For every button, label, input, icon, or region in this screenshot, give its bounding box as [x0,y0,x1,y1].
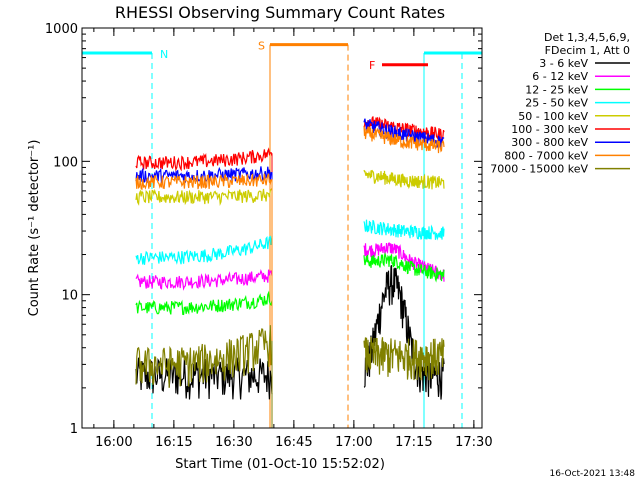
series-line-25-50-kev-seg-2 [363,219,445,241]
legend-label-50-100-kev: 50 - 100 keV [518,110,588,123]
f-label: F [369,59,375,72]
legend-header-line-1: Det 1,3,4,5,6,9, [544,31,630,44]
legend-label-3-6-kev: 3 - 6 keV [539,57,588,70]
x-tick-label-17-15: 17:15 [395,435,432,450]
series-line-7000-15000-kev-seg-1 [135,325,273,388]
chart-title: RHESSI Observing Summary Count Rates [115,3,445,22]
series-line-800-7000-kev-seg-2 [363,126,445,154]
legend-label-25-50-kev: 25 - 50 keV [525,97,588,110]
series-line-800-7000-kev-seg-1 [135,172,273,191]
s-label: S [258,40,265,53]
legend-header-line-2: FDecim 1, Att 0 [545,44,630,57]
n-label: N [160,48,168,61]
series-line-6-12-kev-seg-1 [135,269,273,291]
legend-label-6-12-kev: 6 - 12 keV [532,70,588,83]
legend-label-7000-15000-kev: 7000 - 15000 keV [490,163,588,176]
series-line-50-100-kev-seg-2 [363,169,445,190]
series-line-6-12-kev-seg-2 [363,242,445,282]
series-line-100-300-kev-seg-1 [135,147,273,172]
legend-label-800-7000-kev: 800 - 7000 keV [504,149,588,162]
x-axis-label: Start Time (01-Oct-10 15:52:02) [175,457,385,472]
x-tick-label-17-30: 17:30 [455,435,492,450]
x-tick-label-16-00: 16:00 [95,435,132,450]
series-line-12-25-kev-seg-2 [363,251,445,283]
plot-frame [81,27,483,429]
x-tick-label-17-00: 17:00 [335,435,372,450]
y-axis-label: Count Rate (s⁻¹ detector⁻¹) [27,140,42,317]
x-tick-label-16-45: 16:45 [275,435,312,450]
y-tick-label-1000: 1000 [45,22,78,37]
y-tick-label-100: 100 [53,155,78,170]
y-tick-label-1: 1 [70,422,78,437]
series-line-300-800-kev-seg-2 [363,118,445,148]
legend-label-100-300-kev: 100 - 300 keV [511,123,588,136]
series-line-7000-15000-kev-seg-2 [363,336,445,381]
series-line-50-100-kev-seg-1 [135,188,273,206]
legend-label-12-25-kev: 12 - 25 keV [525,83,588,96]
footer-date: 16-Oct-2021 13:48 [550,469,636,479]
series-line-3-6-kev-seg-2 [363,264,445,400]
series-line-25-50-kev-seg-1 [135,235,273,265]
x-tick-label-16-15: 16:15 [155,435,192,450]
legend-label-300-800-kev: 300 - 800 keV [511,136,588,149]
x-tick-label-16-30: 16:30 [215,435,252,450]
y-tick-label-10: 10 [61,289,78,304]
series-line-300-800-kev-seg-1 [135,166,273,185]
series-line-12-25-kev-seg-1 [135,290,273,316]
